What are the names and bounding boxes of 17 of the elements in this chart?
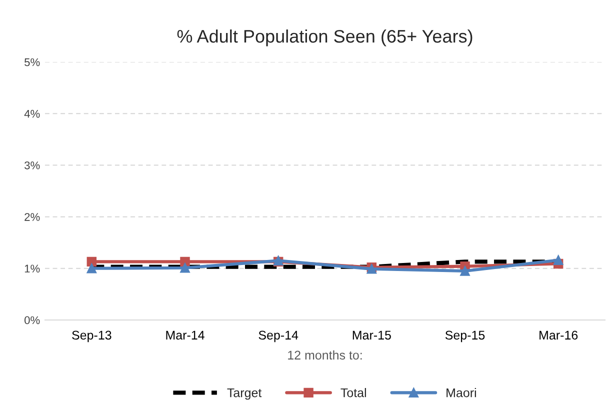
y-tick-label: 5% bbox=[24, 58, 40, 66]
y-tick-label: 3% bbox=[24, 161, 40, 170]
x-tick-label: Mar-14 bbox=[166, 330, 204, 340]
legend-label: Target bbox=[227, 388, 262, 400]
chart-title: % Adult Population Seen (65+ Years) bbox=[177, 29, 472, 46]
legend-label: Total bbox=[340, 388, 366, 398]
y-tick-label: 0% bbox=[24, 316, 40, 324]
y-tick-label: 2% bbox=[24, 213, 40, 221]
x-tick-label: Sep-14 bbox=[258, 330, 298, 342]
x-tick-label: Sep-13 bbox=[72, 330, 112, 342]
x-axis-title: 12 months to: bbox=[288, 350, 362, 360]
x-tick-label: Mar-16 bbox=[540, 330, 578, 340]
x-tick-label: Sep-15 bbox=[445, 330, 485, 342]
legend-label: Maori bbox=[446, 388, 476, 398]
x-tick-label: Mar-15 bbox=[352, 330, 391, 340]
y-tick-label: 4% bbox=[24, 110, 40, 118]
y-tick-label: 1% bbox=[24, 264, 40, 272]
